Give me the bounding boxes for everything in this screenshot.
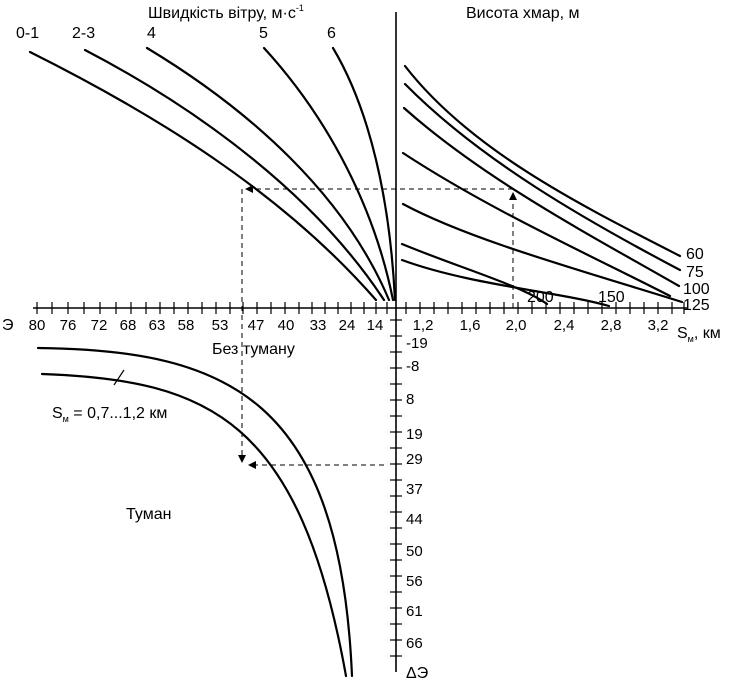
vertical-tick-label: 19 — [406, 426, 423, 443]
wind-label-6: 6 — [327, 25, 336, 42]
vertical-tick-label: 50 — [406, 543, 423, 560]
vertical-tick-label: 29 — [406, 451, 423, 468]
wind-label-5: 5 — [259, 25, 268, 42]
wind-speed-curves — [28, 46, 397, 302]
cloud-height-curves — [400, 64, 684, 308]
right-axis-title-main: S — [677, 325, 688, 342]
vertical-axis-ticks — [390, 319, 402, 657]
right-tick-label: 2,8 — [601, 317, 622, 334]
cloud-label-200: 200 — [527, 289, 554, 306]
vertical-axis-name: ΔЭ — [406, 665, 428, 682]
cloud-curve-2 — [403, 82, 682, 272]
wind-curve-2-3 — [83, 48, 386, 302]
left-tick-label: 24 — [339, 317, 356, 334]
left-tick-label: 47 — [248, 317, 265, 334]
cloud-label-125: 125 — [683, 297, 710, 314]
wind-label-2-3: 2-3 — [72, 25, 95, 42]
wind-curve-4 — [145, 46, 391, 302]
vertical-tick-label: 56 — [406, 573, 423, 590]
fog-curve-upper — [36, 346, 354, 678]
left-tick-label: 72 — [91, 317, 108, 334]
cloud-label-100: 100 — [683, 281, 710, 298]
right-tick-label: 3,2 — [648, 317, 669, 334]
left-tick-label: 80 — [29, 317, 46, 334]
right-axis-title-sub: м — [688, 334, 694, 344]
range-label: Sм = 0,7...1,2 км — [52, 405, 167, 424]
vertical-tick-label: 8 — [406, 391, 414, 408]
range-label-main: S — [52, 405, 63, 422]
vertical-tick-label: -8 — [406, 358, 419, 375]
vertical-tick-label: 44 — [406, 511, 423, 528]
wind-speed-title-text: Швидкість вітру, м·с — [148, 5, 296, 22]
fog-curve-lower — [40, 372, 348, 678]
right-axis-title: Sм, км — [677, 325, 721, 344]
cloud-curve-3 — [402, 106, 681, 288]
left-tick-label: 58 — [178, 317, 195, 334]
right-tick-label: 2,4 — [554, 317, 575, 334]
cloud-curve-6 — [400, 242, 549, 306]
left-tick-label: 40 — [278, 317, 295, 334]
left-tick-label: 33 — [310, 317, 327, 334]
cloud-curve-5 — [401, 202, 684, 304]
vertical-tick-label: 61 — [406, 603, 423, 620]
wind-label-4: 4 — [147, 25, 156, 42]
right-axis-ticks — [405, 302, 685, 314]
wind-speed-title: Швидкість вітру, м·с-1 — [148, 3, 304, 22]
fog-boundary-curves — [36, 346, 354, 678]
vertical-tick-label: 37 — [406, 481, 423, 498]
left-tick-label: 53 — [212, 317, 229, 334]
left-tick-label: 76 — [60, 317, 77, 334]
wind-curve-6 — [331, 46, 397, 302]
fog-region-label: Туман — [126, 506, 171, 523]
left-tick-label: 63 — [149, 317, 166, 334]
wind-curve-5 — [262, 46, 395, 302]
cloud-label-60: 60 — [686, 246, 704, 263]
wind-speed-title-superscript: -1 — [296, 3, 304, 13]
right-axis-title-unit: , км — [694, 325, 721, 342]
right-tick-label: 1,2 — [413, 317, 434, 334]
cloud-label-75: 75 — [686, 264, 704, 281]
vertical-tick-label: -19 — [406, 335, 428, 352]
range-pointer-mark — [113, 369, 125, 386]
vertical-tick-label: 66 — [406, 635, 423, 652]
left-axis-name: Э — [2, 317, 14, 334]
range-label-rest: = 0,7...1,2 км — [69, 405, 168, 422]
example-guide-lines — [238, 185, 517, 469]
left-axis-ticks — [36, 302, 388, 314]
no-fog-region-label: Без туману — [212, 341, 295, 358]
right-tick-label: 1,6 — [460, 317, 481, 334]
left-tick-label: 14 — [367, 317, 384, 334]
right-tick-label: 2,0 — [506, 317, 527, 334]
left-tick-label: 68 — [120, 317, 137, 334]
range-label-sub: м — [63, 414, 69, 424]
cloud-curve-1 — [403, 64, 682, 258]
cloud-label-150: 150 — [598, 289, 625, 306]
cloud-height-title: Висота хмар, м — [466, 5, 580, 22]
cloud-curve-4 — [401, 151, 672, 298]
wind-label-0-1: 0-1 — [16, 25, 39, 42]
wind-curve-0-1 — [28, 50, 378, 302]
